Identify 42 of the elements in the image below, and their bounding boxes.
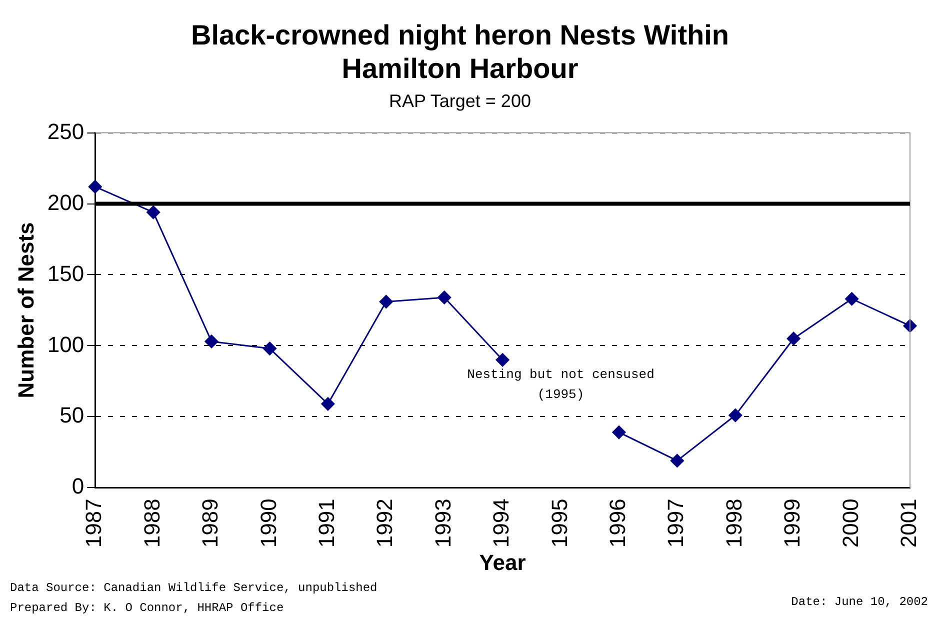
text: Prepared By: K. O Connor, HHRAP Office (10, 601, 284, 616)
x-tick-label: 1992 (372, 498, 398, 548)
annotation: Nesting but not censused (1995) (467, 367, 654, 402)
point (88, 180, 102, 194)
source-note: Data Source: Canadian Wildlife Service, unpublished (10, 581, 378, 596)
x-tick-label: 1994 (488, 498, 514, 548)
x-tick-label: 1998 (721, 498, 746, 548)
point (496, 353, 510, 367)
point (146, 206, 160, 220)
point (612, 426, 626, 440)
x-tick-label: 2000 (838, 498, 863, 548)
y-tick-label: 200 (47, 190, 84, 215)
x-tick-label: 1989 (198, 498, 223, 548)
y-tick-label: 100 (47, 332, 84, 357)
y-tick-label: 0 (72, 474, 84, 499)
x-tick-label: 1988 (139, 498, 164, 548)
x-tick-label: 1996 (605, 498, 630, 548)
point (845, 292, 859, 306)
y-tick-label: 250 (47, 118, 84, 144)
point (728, 408, 742, 422)
chart-title: Black-crowned night heron Nests Within Hamilton Harbour (190, 20, 730, 84)
x-tick-label: 2001 (896, 498, 922, 548)
x-tick-label: 1999 (780, 498, 805, 548)
y-tick-label: 50 (60, 402, 84, 428)
chart-subtitle: RAP Target = 200 (389, 90, 531, 111)
text: Date: June 10, 2002 (791, 595, 928, 610)
x-axis-title: Year (479, 550, 526, 575)
x-tick-label: 1990 (256, 498, 281, 548)
x-tick-label: 1991 (314, 498, 339, 548)
point (321, 397, 335, 411)
x-tick-label: 1997 (663, 498, 688, 548)
x-tick-label: 1993 (430, 498, 456, 548)
point (379, 294, 393, 308)
point (786, 332, 800, 346)
y-tick-label: 150 (47, 260, 84, 286)
point (670, 454, 684, 468)
y-axis-title: Number of Nests (13, 222, 38, 398)
x-tick-label: 1995 (546, 498, 572, 548)
point (262, 342, 276, 356)
point (204, 334, 218, 348)
x-tick-label: 1987 (81, 498, 106, 548)
point (438, 290, 452, 304)
